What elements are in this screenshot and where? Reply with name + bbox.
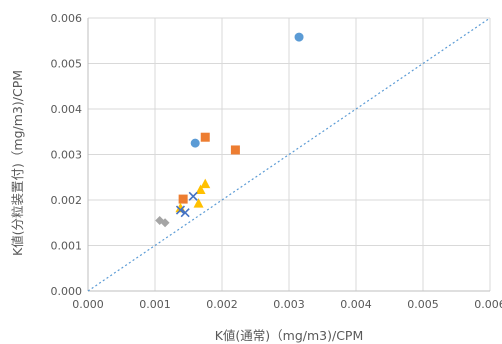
gridlines <box>88 17 491 291</box>
y-tick-label: 0.006 <box>51 12 83 25</box>
x-tick-label: 0.000 <box>72 298 104 311</box>
data-point-triangle <box>200 178 211 189</box>
x-tick-label: 0.006 <box>474 298 502 311</box>
y-tick-label: 0.002 <box>51 194 83 207</box>
data-point-diamond <box>160 218 170 228</box>
y-axis-title: K値(分粒装置付)（mg/m3)/CPM <box>10 70 25 256</box>
data-point-x <box>188 191 198 201</box>
data-point-square <box>200 132 210 142</box>
y-tick-label: 0.001 <box>51 240 83 253</box>
y-tick-label: 0.005 <box>51 58 83 71</box>
data-point-x <box>180 208 190 218</box>
data-points <box>155 32 304 228</box>
data-point-square <box>178 194 188 204</box>
data-point-triangle <box>193 198 204 208</box>
data-point-circle <box>294 32 304 42</box>
x-tick-label: 0.003 <box>273 298 305 311</box>
y-tick-label: 0.004 <box>51 103 83 116</box>
data-point-square <box>230 145 240 155</box>
y-tick-label: 0.000 <box>51 285 83 298</box>
y-tick-label: 0.003 <box>51 149 83 162</box>
axes <box>87 18 490 292</box>
x-tick-label: 0.002 <box>206 298 238 311</box>
data-point-x <box>175 205 186 215</box>
x-tick-label: 0.004 <box>340 298 372 311</box>
data-point-circle <box>190 138 200 148</box>
x-tick-label: 0.005 <box>407 298 439 311</box>
x-tick-label: 0.001 <box>139 298 171 311</box>
data-point-triangle <box>195 184 206 194</box>
tick-labels: 0.000 0.001 0.002 0.003 0.004 0.005 0.006 0.000… <box>51 12 502 311</box>
x-axis-title: K値(通常)（mg/m3)/CPM <box>215 328 364 343</box>
